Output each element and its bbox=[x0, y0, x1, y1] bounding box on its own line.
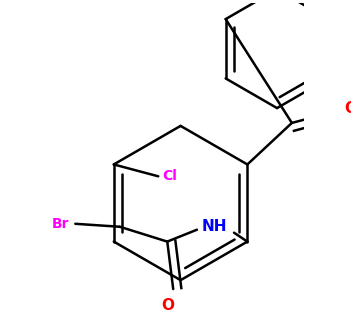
Text: O: O bbox=[161, 298, 174, 313]
Text: O: O bbox=[344, 100, 351, 116]
Text: Br: Br bbox=[52, 217, 69, 231]
Text: NH: NH bbox=[202, 219, 227, 234]
Text: Cl: Cl bbox=[163, 169, 178, 183]
